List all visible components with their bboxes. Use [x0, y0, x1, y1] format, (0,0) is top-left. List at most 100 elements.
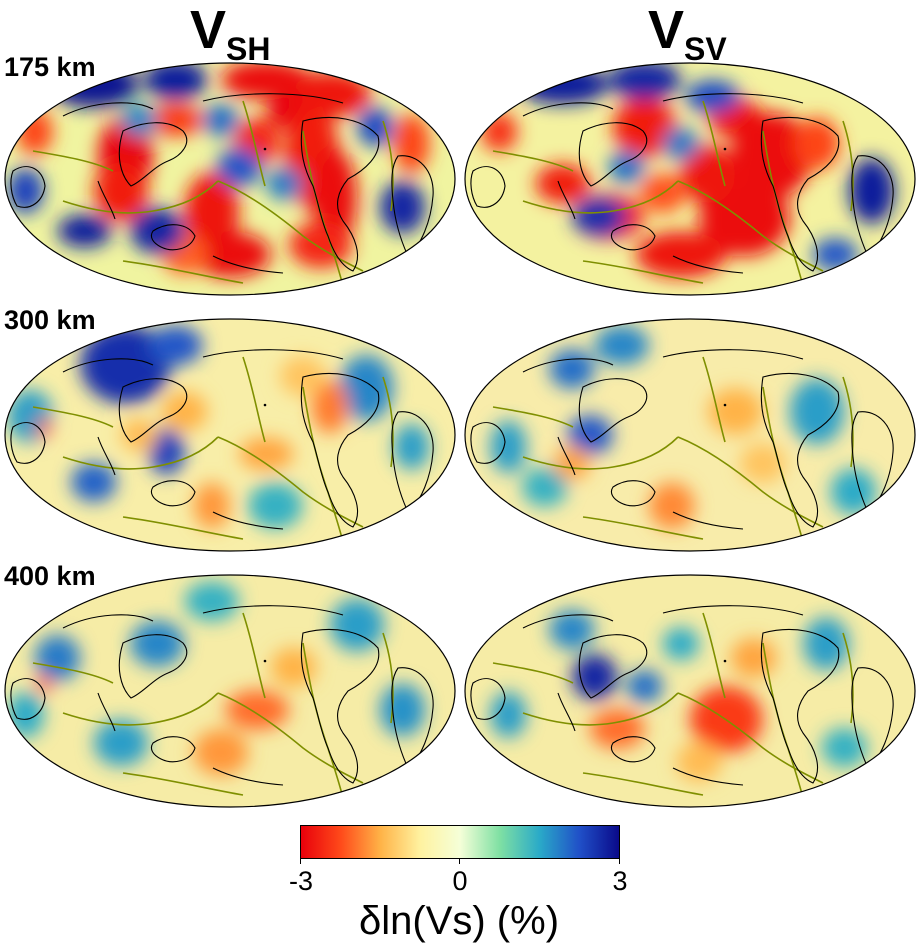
- colorbar-tick-label-mid: 0: [452, 866, 468, 896]
- anomaly-patch: [220, 63, 312, 100]
- column-title-vsh-sub: SH: [226, 31, 271, 67]
- anomaly-patch: [594, 325, 650, 366]
- plate-boundary: [32, 662, 114, 684]
- anomaly-patch: [130, 207, 185, 255]
- plate-boundary: [842, 120, 854, 212]
- velocity-anomaly-field: [5, 63, 455, 295]
- coastline: [118, 634, 188, 699]
- anomaly-patch: [812, 238, 858, 272]
- anomaly-patch: [821, 727, 868, 768]
- anomaly-patch: [93, 719, 149, 767]
- coastline: [578, 378, 648, 443]
- anomaly-patch: [549, 349, 595, 389]
- coastline: [470, 422, 506, 464]
- colorbar-gradient: [300, 825, 620, 859]
- coastline: [62, 349, 344, 373]
- colorbar-tick-label-min: -3: [288, 866, 314, 896]
- anomaly-patch: [571, 653, 618, 700]
- column-title-vsv-sub: SV: [684, 31, 727, 67]
- coastline: [10, 678, 46, 720]
- anomaly-patch: [130, 620, 185, 667]
- anomaly-patch: [553, 446, 591, 480]
- coastline: [760, 372, 840, 528]
- anomaly-patch: [676, 741, 722, 782]
- anomaly-patch: [794, 117, 840, 171]
- coastline: [62, 93, 344, 117]
- anomaly-patch: [311, 380, 349, 434]
- anomaly-patch: [608, 150, 645, 184]
- plate-boundary: [522, 180, 679, 214]
- anomaly-patch: [393, 423, 430, 470]
- coastline: [10, 166, 46, 208]
- anomaly-patch: [161, 391, 208, 432]
- anomaly-patch: [685, 79, 740, 113]
- map-outline: [464, 318, 916, 552]
- anomaly-patch: [490, 420, 527, 474]
- coastline: [760, 116, 840, 272]
- anomaly-patch: [93, 161, 149, 221]
- plate-boundary: [32, 406, 114, 428]
- center-marker: [263, 403, 267, 407]
- anomaly-patch: [193, 482, 230, 529]
- anomaly-patch: [730, 638, 777, 678]
- plate-boundary: [702, 356, 726, 443]
- map-outline: [4, 62, 456, 296]
- anomaly-patch: [590, 708, 645, 749]
- map-vsv-175km: [464, 62, 916, 296]
- anomaly-patch: [57, 214, 112, 248]
- center-marker: [723, 659, 727, 663]
- map-outline: [4, 318, 456, 552]
- coastline: [522, 349, 804, 373]
- anomaly-patch: [635, 231, 727, 278]
- anomaly-background: [5, 319, 455, 551]
- plate-boundary: [217, 692, 364, 784]
- map-vsh-300km: [4, 318, 456, 552]
- anomaly-patch: [730, 112, 813, 199]
- coastline: [118, 378, 188, 443]
- plate-boundary: [62, 692, 219, 726]
- anomaly-patch: [143, 63, 208, 100]
- anomaly-patch: [393, 113, 430, 174]
- coastline: [522, 605, 804, 629]
- anomaly-patch: [662, 127, 700, 161]
- colorbar-tick-max: [619, 858, 620, 864]
- velocity-anomaly-field: [465, 63, 915, 295]
- anomaly-patch: [830, 468, 877, 515]
- coastline: [522, 93, 804, 117]
- map-outline: [464, 574, 916, 808]
- plate-boundary: [582, 772, 704, 796]
- plate-boundary: [382, 120, 394, 212]
- anomaly-patch: [612, 97, 677, 157]
- coastline: [470, 166, 506, 208]
- anomaly-patch: [708, 388, 763, 435]
- anomaly-patch: [248, 482, 303, 529]
- coastline: [610, 736, 656, 763]
- map-vsh-175km: [4, 62, 456, 296]
- coastline: [760, 628, 840, 784]
- coastline: [150, 736, 196, 763]
- anomaly-patch: [71, 462, 117, 503]
- anomaly-patch: [803, 617, 849, 671]
- coastline: [557, 436, 744, 530]
- plate-boundary: [492, 662, 574, 684]
- anomaly-patch: [189, 231, 271, 278]
- plate-boundary: [62, 180, 219, 214]
- anomaly-patch: [37, 418, 51, 438]
- coastline: [610, 480, 656, 507]
- map-vsh-400km: [4, 574, 456, 808]
- anomaly-patch: [34, 634, 81, 682]
- anomaly-patch: [16, 108, 53, 155]
- anomaly-patch: [535, 163, 591, 204]
- coastline: [557, 180, 744, 274]
- plate-boundary: [582, 260, 704, 284]
- anomaly-patch: [184, 581, 240, 622]
- column-title-vsh: VSH: [190, 0, 270, 79]
- depth-label-175: 175 km: [4, 52, 96, 82]
- map-vsv-400km: [464, 574, 916, 808]
- anomaly-patch: [225, 690, 290, 730]
- coastline: [62, 605, 344, 629]
- coastline: [300, 628, 380, 784]
- anomaly-patch: [490, 691, 527, 738]
- velocity-anomaly-field: [465, 319, 915, 551]
- coastline: [97, 436, 284, 530]
